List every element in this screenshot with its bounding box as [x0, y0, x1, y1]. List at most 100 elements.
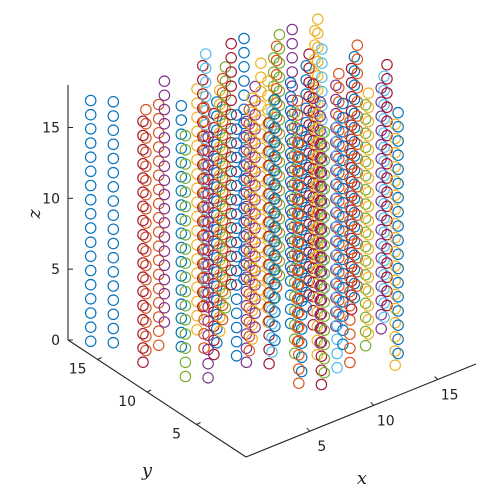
data-point — [293, 306, 305, 319]
data-point — [137, 214, 149, 227]
data-point — [225, 80, 237, 92]
data-point — [246, 234, 258, 246]
data-point — [381, 115, 393, 128]
data-point — [238, 61, 250, 73]
x-tick-mark — [434, 376, 439, 380]
data-point — [344, 229, 356, 241]
data-point — [315, 307, 328, 320]
data-point — [140, 288, 152, 300]
data-point — [249, 321, 261, 334]
data-point — [140, 132, 152, 144]
point-column — [158, 75, 171, 328]
point-column — [238, 32, 250, 286]
data-point — [315, 336, 328, 348]
data-point — [291, 95, 304, 107]
data-point — [389, 118, 401, 131]
data-point — [238, 117, 250, 130]
data-point — [255, 142, 267, 154]
data-point — [216, 101, 229, 113]
data-point — [137, 143, 149, 156]
data-point — [273, 28, 286, 41]
data-point — [238, 75, 250, 87]
data-point — [318, 126, 331, 138]
data-point — [246, 205, 258, 218]
data-point — [330, 93, 342, 106]
data-point — [348, 79, 361, 91]
data-point — [359, 99, 372, 111]
data-point — [255, 269, 267, 282]
data-point — [293, 264, 305, 276]
data-point — [344, 271, 356, 284]
data-point — [137, 186, 149, 198]
data-point — [107, 237, 120, 250]
point-column — [392, 106, 404, 360]
data-point — [318, 225, 331, 237]
data-point — [197, 159, 209, 171]
data-point — [255, 184, 267, 197]
data-point — [246, 120, 258, 133]
data-point — [230, 222, 243, 235]
data-point — [137, 257, 149, 269]
data-point — [238, 188, 250, 201]
data-point — [202, 357, 214, 370]
data-point — [378, 226, 390, 238]
point-column — [293, 136, 305, 389]
data-point — [238, 245, 250, 257]
data-point — [197, 173, 209, 185]
data-point — [337, 126, 349, 138]
data-point — [359, 283, 372, 295]
data-point — [389, 260, 401, 272]
point-column — [230, 109, 243, 362]
data-point — [337, 196, 349, 209]
data-point — [216, 214, 229, 227]
data-point — [230, 350, 243, 362]
data-point — [337, 154, 349, 166]
data-point — [208, 348, 220, 361]
data-point — [389, 189, 401, 201]
data-point — [255, 170, 267, 183]
data-point — [243, 344, 256, 357]
data-point — [107, 308, 120, 321]
data-point — [330, 263, 342, 276]
data-point — [216, 228, 229, 241]
data-point — [140, 146, 152, 158]
data-point — [158, 89, 171, 102]
data-point — [266, 190, 278, 202]
data-point — [337, 97, 349, 110]
data-point — [293, 292, 305, 304]
data-point — [269, 164, 281, 177]
data-point — [197, 215, 209, 228]
point-column — [330, 79, 342, 332]
data-point — [318, 267, 331, 280]
data-point — [295, 209, 308, 222]
data-point — [378, 183, 390, 196]
data-point — [137, 228, 149, 241]
data-point — [107, 336, 120, 349]
y-tick-label: 5 — [172, 427, 181, 443]
data-point — [225, 108, 237, 121]
data-point — [140, 203, 152, 215]
data-point — [158, 188, 171, 201]
data-point — [359, 297, 372, 309]
data-point — [381, 243, 393, 255]
data-point — [318, 367, 331, 379]
data-point — [238, 216, 250, 229]
data-point — [107, 280, 120, 292]
data-point — [179, 172, 192, 184]
data-point — [225, 137, 237, 149]
data-point — [351, 209, 364, 221]
data-point — [389, 217, 401, 230]
data-point — [315, 222, 328, 235]
data-point — [389, 359, 401, 371]
data-point — [225, 193, 237, 206]
data-point — [266, 119, 278, 132]
data-point — [246, 319, 258, 331]
data-point — [84, 94, 97, 107]
data-point — [270, 68, 283, 81]
data-point — [392, 135, 404, 147]
data-point — [216, 157, 229, 170]
data-point — [158, 132, 171, 144]
data-point — [246, 106, 258, 119]
data-point — [238, 89, 250, 101]
data-point — [318, 324, 331, 337]
